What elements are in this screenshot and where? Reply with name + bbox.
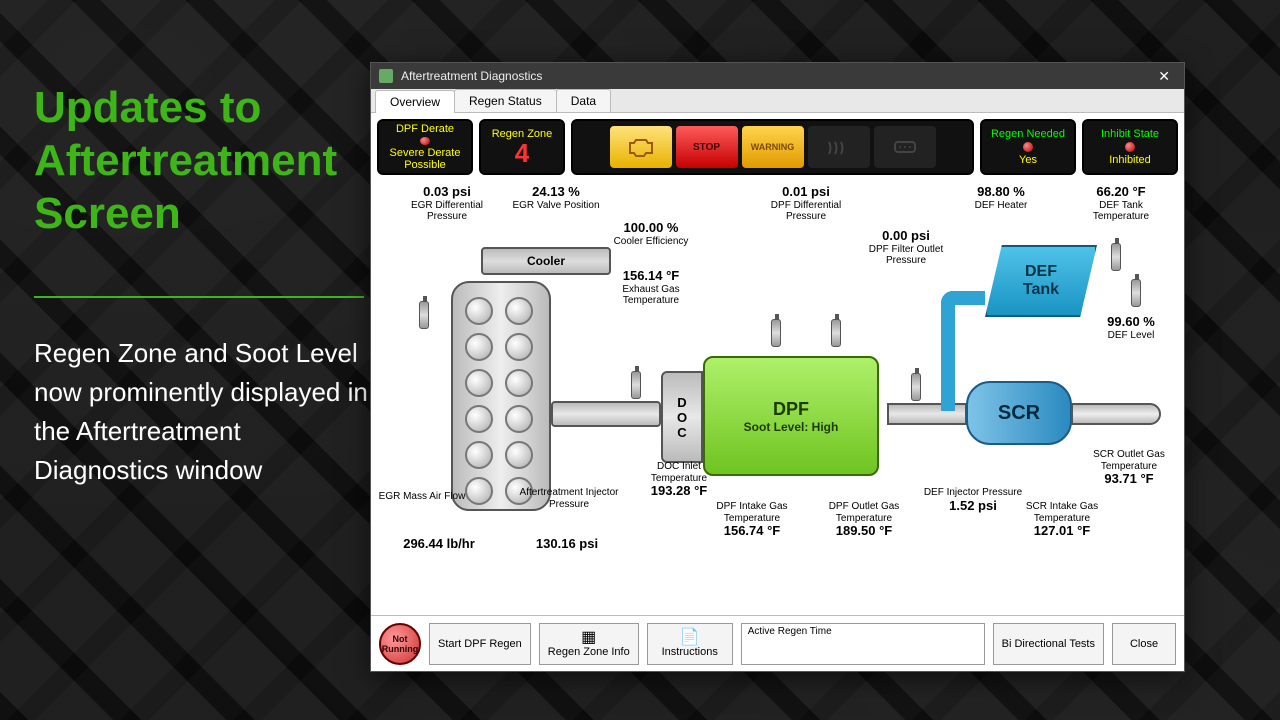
slide-title: Updates to Aftertreatment Screen — [34, 82, 374, 240]
reading-scr-in-t: SCR Intake Gas Temperature127.01 °F — [1007, 501, 1117, 539]
regen-needed-value: Yes — [1019, 154, 1037, 166]
reading-egr-valve: 24.13 %EGR Valve Position — [501, 185, 611, 211]
active-regen-time-label: Active Regen Time — [748, 626, 978, 637]
app-icon — [379, 69, 393, 83]
tab-data[interactable]: Data — [556, 89, 611, 112]
active-regen-time-panel: Active Regen Time — [741, 623, 985, 665]
slide-body: Regen Zone and Soot Level now prominentl… — [34, 334, 374, 490]
regen-needed-title: Regen Needed — [991, 128, 1065, 140]
inhibit-title: Inhibit State — [1101, 128, 1159, 140]
instructions-button[interactable]: 📄Instructions — [647, 623, 733, 665]
tab-overview[interactable]: Overview — [375, 90, 455, 113]
window-title: Aftertreatment Diagnostics — [401, 69, 542, 83]
exhaust-pipe-1 — [551, 401, 661, 427]
diagnostics-window: Aftertreatment Diagnostics ✕ Overview Re… — [370, 62, 1185, 672]
sensor-icon — [631, 371, 641, 399]
def-tank-block: DEFTank — [985, 245, 1097, 317]
tailpipe — [1071, 403, 1161, 425]
dpf-soot-level: Soot Level: High — [744, 420, 839, 434]
close-icon[interactable]: ✕ — [1152, 68, 1176, 85]
sensor-icon — [911, 373, 921, 401]
scr-block: SCR — [966, 381, 1072, 445]
sensor-icon — [831, 319, 841, 347]
aftertreatment-diagram: 0.03 psiEGR Differential Pressure 24.13 … — [371, 181, 1184, 615]
reading-egr-dp: 0.03 psiEGR Differential Pressure — [407, 185, 487, 223]
doc-block: DOC — [661, 371, 703, 463]
warning-indicator: WARNING — [742, 126, 804, 168]
dpf-indicator — [874, 126, 936, 168]
reading-dpf-dp: 0.01 psiDPF Differential Pressure — [751, 185, 861, 223]
inhibit-value: Inhibited — [1109, 154, 1151, 166]
regen-zone-value: 4 — [515, 140, 529, 166]
reading-cooler-eff: 100.00 %Cooler Efficiency — [601, 221, 701, 247]
dpf-label: DPF — [773, 399, 809, 420]
tab-strip: Overview Regen Status Data — [371, 89, 1184, 113]
hest-indicator — [808, 126, 870, 168]
reading-doc-inlet: DOC Inlet Temperature193.28 °F — [629, 461, 729, 499]
dpf-block: DPF Soot Level: High — [703, 356, 879, 476]
slide-title-underline — [34, 296, 364, 298]
led-icon — [1125, 142, 1135, 152]
document-icon: 📄 — [680, 630, 700, 646]
sensor-icon — [771, 319, 781, 347]
reading-aft-inj-p-label: Aftertreatment Injector Pressure — [509, 487, 629, 510]
dash-indicator-panel: STOP WARNING — [571, 119, 974, 175]
close-button[interactable]: Close — [1112, 623, 1176, 665]
reading-def-level: 99.60 %DEF Level — [1091, 315, 1171, 341]
info-icon: ▦ — [581, 630, 596, 646]
stop-indicator: STOP — [676, 126, 738, 168]
reading-aft-inj-p: 130.16 psi — [517, 537, 617, 552]
reading-scr-out-t: SCR Outlet Gas Temperature93.71 °F — [1079, 449, 1179, 487]
inhibit-pill: Inhibit State Inhibited — [1082, 119, 1178, 175]
regen-run-light: Not Running — [379, 623, 421, 665]
regen-zone-pill: Regen Zone 4 — [479, 119, 565, 175]
dpf-derate-pill: DPF Derate Severe Derate Possible — [377, 119, 473, 175]
led-icon — [1023, 142, 1033, 152]
reading-dpf-out-t: DPF Outlet Gas Temperature189.50 °F — [809, 501, 919, 539]
cooler-block: Cooler — [481, 247, 611, 275]
sensor-icon — [1131, 279, 1141, 307]
start-dpf-regen-button[interactable]: Start DPF Regen — [429, 623, 531, 665]
sensor-icon — [419, 301, 429, 329]
status-row: DPF Derate Severe Derate Possible Regen … — [371, 113, 1184, 181]
tab-regen-status[interactable]: Regen Status — [454, 89, 557, 112]
window-titlebar[interactable]: Aftertreatment Diagnostics ✕ — [371, 63, 1184, 89]
footer-bar: Not Running Start DPF Regen ▦Regen Zone … — [371, 615, 1184, 671]
reading-dpf-in-t: DPF Intake Gas Temperature156.74 °F — [697, 501, 807, 539]
reading-def-heater: 98.80 %DEF Heater — [961, 185, 1041, 211]
reading-egr-maf: 296.44 lb/hr — [389, 537, 489, 552]
reading-dpf-out-p: 0.00 psiDPF Filter Outlet Pressure — [861, 229, 951, 267]
reading-egr-maf-label: EGR Mass Air Flow — [377, 491, 467, 503]
check-engine-icon — [610, 126, 672, 168]
sensor-icon — [1111, 243, 1121, 271]
regen-needed-pill: Regen Needed Yes — [980, 119, 1076, 175]
reading-exhaust-temp: 156.14 °FExhaust Gas Temperature — [601, 269, 701, 307]
led-icon — [420, 137, 430, 145]
reading-def-tank-t: 66.20 °FDEF Tank Temperature — [1071, 185, 1171, 223]
dpf-derate-title: DPF Derate — [396, 123, 454, 135]
engine-block — [451, 281, 551, 511]
regen-zone-info-button[interactable]: ▦Regen Zone Info — [539, 623, 639, 665]
dpf-derate-sub: Severe Derate Possible — [383, 147, 467, 171]
bi-directional-tests-button[interactable]: Bi Directional Tests — [993, 623, 1104, 665]
